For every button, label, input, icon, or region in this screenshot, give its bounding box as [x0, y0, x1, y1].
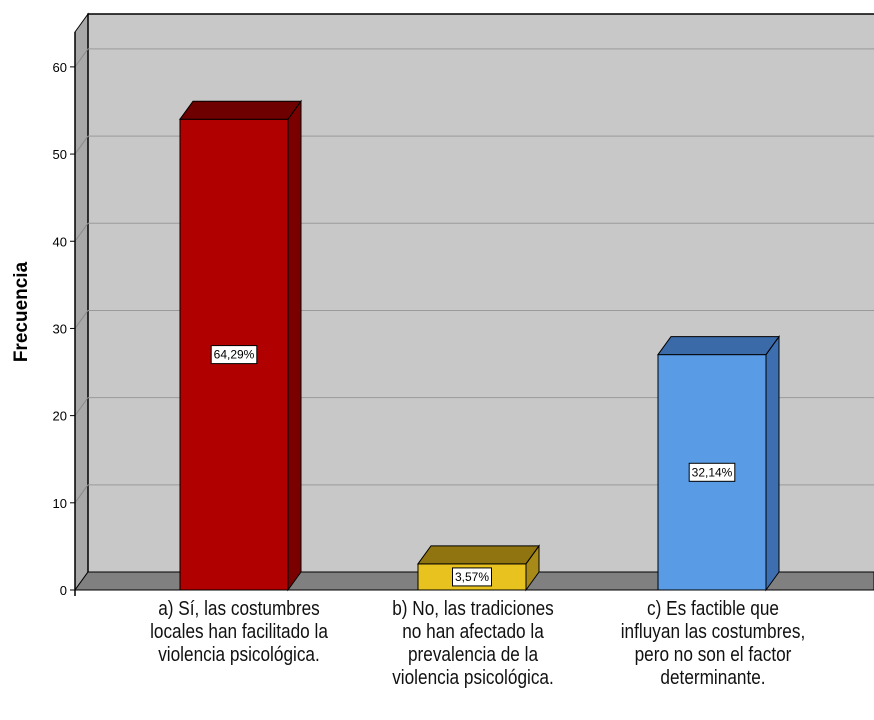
gridline-side — [74, 222, 89, 242]
bar-a — [179, 99, 302, 592]
bar-side — [287, 99, 302, 592]
bar-side — [765, 335, 780, 592]
category-label-a: a) Sí, las costumbres locales han facili… — [150, 598, 328, 666]
gridline-side — [74, 310, 89, 329]
data-label: 64,29% — [214, 348, 255, 362]
gridline-side — [74, 135, 89, 155]
y-tick-label: 50 — [53, 147, 67, 162]
y-tick-label: 10 — [53, 496, 67, 511]
back-wall-border — [87, 13, 874, 572]
gridline-side — [74, 397, 89, 416]
y-tick-label: 30 — [53, 321, 67, 336]
y-tick-label: 40 — [53, 234, 67, 249]
y-tick-label: 0 — [60, 583, 67, 598]
bar-top — [417, 545, 540, 565]
gridline-side — [74, 48, 89, 68]
gridline-side — [74, 484, 89, 504]
data-labels: 64,29% 3,57% 32,14% — [210, 345, 736, 587]
bar-top — [179, 100, 302, 120]
data-label-box — [210, 345, 258, 365]
category-label-b: b) No, las tradiciones no han afectado l… — [392, 598, 554, 689]
bar-top — [657, 336, 780, 356]
y-tick-label: 60 — [53, 60, 67, 75]
data-label-box — [452, 567, 492, 587]
left-wall — [74, 12, 89, 592]
y-axis-label: Frecuencia — [11, 261, 32, 363]
y-tick-label: 20 — [53, 409, 67, 424]
data-label: 3,57% — [455, 570, 489, 584]
category-label-c: c) Es factible que influyan las costumbr… — [620, 598, 806, 689]
data-label-box — [688, 462, 736, 482]
data-label: 32,14% — [692, 465, 733, 479]
